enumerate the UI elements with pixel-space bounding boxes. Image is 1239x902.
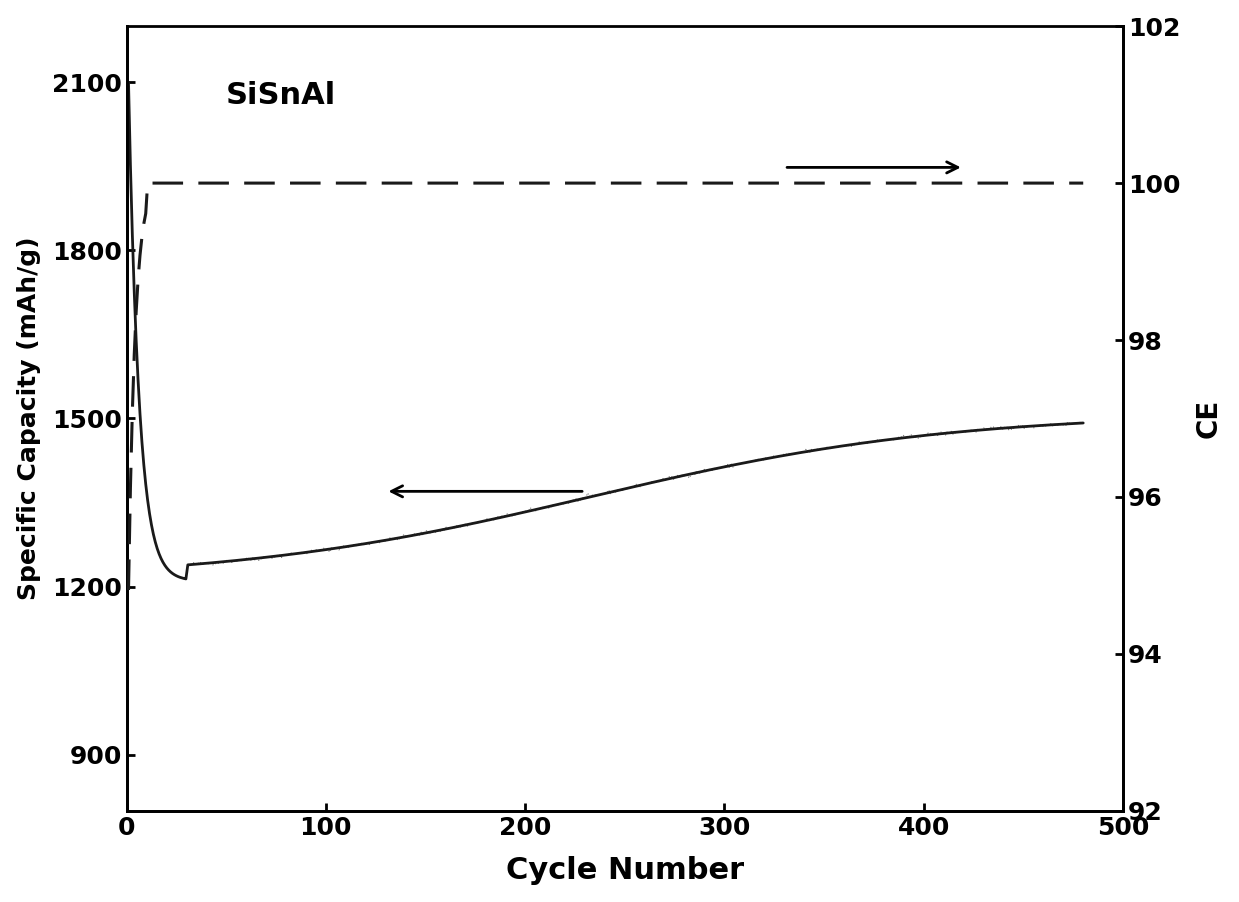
Y-axis label: Specific Capacity (mAh/g): Specific Capacity (mAh/g) (16, 236, 41, 600)
X-axis label: Cycle Number: Cycle Number (506, 856, 743, 886)
Text: SiSnAl: SiSnAl (227, 81, 337, 110)
Y-axis label: CE: CE (1194, 399, 1223, 438)
